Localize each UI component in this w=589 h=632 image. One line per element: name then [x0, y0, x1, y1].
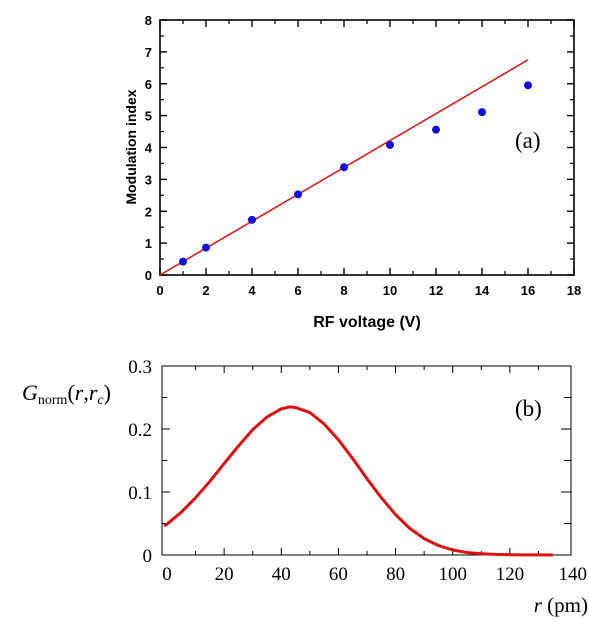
- x-tick-label: 18: [567, 283, 581, 298]
- x-tick-label: 80: [386, 564, 405, 585]
- panel-a-frame: [159, 19, 575, 276]
- y-tick-label: 0: [143, 546, 153, 567]
- x-tick-label: 8: [340, 283, 347, 298]
- y-tick-label: 6: [145, 77, 152, 92]
- x-tick-label: 40: [272, 564, 291, 585]
- y-tick-label: 2: [145, 204, 152, 219]
- panel-b: 0 20 40 60 80 100 120 140 00.10.20.3 (b) Gnorm(…: [22, 357, 588, 617]
- data-point: [432, 125, 440, 134]
- x-tick-label: 140: [559, 564, 588, 585]
- panel-a-label: (a): [515, 128, 541, 153]
- panel-a-marks: [159, 59, 532, 276]
- panel-a-y-ticks: 0 1 2 3 4 5 6 7 8: [145, 13, 574, 283]
- ylabel-rc: r: [89, 380, 98, 405]
- data-point: [179, 257, 187, 266]
- y-tick-label: 0.2: [128, 420, 152, 441]
- x-tick-label: 20: [215, 564, 234, 585]
- data-point: [478, 108, 486, 117]
- data-point: [202, 243, 210, 252]
- data-point: [294, 190, 302, 199]
- panel-a-x-axis-label: RF voltage (V): [313, 314, 421, 331]
- x-tick-label: 6: [294, 283, 301, 298]
- x-tick-label: 2: [202, 283, 209, 298]
- y-tick-label: 5: [145, 109, 152, 124]
- panel-b-y-ticks: 0 0.1 0.2 0.3: [128, 357, 571, 567]
- panel-b-marks: [163, 405, 553, 557]
- y-tick-label: 1: [145, 236, 152, 251]
- y-tick-label: 7: [145, 45, 152, 60]
- distribution-curve: [163, 405, 553, 557]
- panel-b-x-axis-label: r (pm): [534, 593, 588, 617]
- x-tick-label: 120: [496, 564, 525, 585]
- panel-a-y-axis-label: Modulation index: [123, 89, 139, 204]
- ylabel-r: r: [75, 380, 84, 405]
- data-point: [340, 163, 348, 172]
- x-tick-label: 0: [156, 283, 163, 298]
- panel-b-label: (b): [515, 396, 542, 421]
- x-tick-label: 14: [475, 283, 490, 298]
- ylabel-sub: norm: [38, 393, 68, 408]
- data-point: [524, 81, 532, 90]
- panel-b-x-ticks: 0 20 40 60 80 100 120 140: [162, 366, 587, 585]
- panel-b-frame: [161, 365, 572, 556]
- y-tick-label: 4: [145, 141, 153, 156]
- data-point: [248, 215, 256, 224]
- x-tick-label: 100: [438, 564, 467, 585]
- ylabel-rc-sub: c: [97, 393, 104, 408]
- x-tick-label: 10: [383, 283, 397, 298]
- x-tick-label: 4: [248, 283, 256, 298]
- x-tick-label: 0: [162, 564, 172, 585]
- ylabel-close: ): [104, 380, 111, 405]
- panel-a-x-ticks: 0 2 4 6 8 10 12 14 16 18: [156, 20, 581, 298]
- data-point: [386, 140, 394, 149]
- ylabel-main: G: [22, 380, 38, 405]
- x-tick-label: 16: [521, 283, 535, 298]
- y-tick-label: 3: [145, 172, 152, 187]
- x-tick-label: 12: [429, 283, 443, 298]
- ylabel-comma: ,: [83, 380, 89, 405]
- y-tick-label: 0: [145, 268, 152, 283]
- x-tick-label: 60: [329, 564, 348, 585]
- y-tick-label: 8: [145, 13, 152, 28]
- xlabel-unit: (pm): [542, 593, 588, 617]
- y-tick-label: 0.1: [128, 483, 152, 504]
- xlabel-var: r: [534, 593, 543, 617]
- panel-b-y-axis-label: Gnorm(r,rc): [22, 380, 111, 408]
- ylabel-open: (: [67, 380, 74, 405]
- y-tick-label: 0.3: [128, 357, 152, 378]
